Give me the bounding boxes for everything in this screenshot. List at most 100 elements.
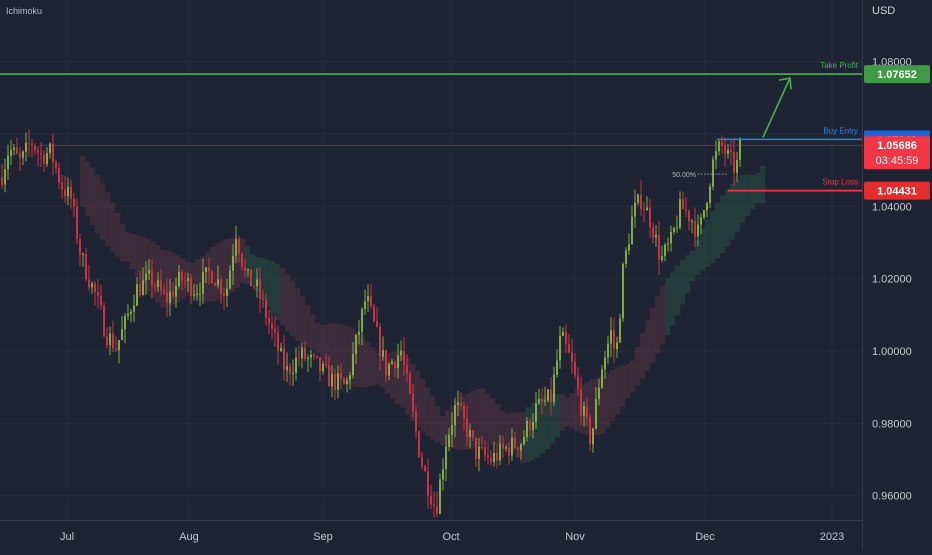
cloud-segment	[160, 249, 166, 308]
candle	[364, 301, 366, 309]
candle	[241, 253, 243, 267]
cloud-segment	[640, 333, 646, 379]
candle	[574, 361, 576, 376]
candle	[352, 353, 354, 376]
price-tick-label: 1.00000	[872, 346, 912, 358]
candle	[634, 202, 636, 217]
candle	[136, 284, 138, 306]
cloud-segment	[505, 413, 511, 446]
cloud-segment	[610, 369, 616, 422]
candle	[436, 506, 438, 514]
candle	[490, 457, 492, 463]
cloud-segment	[490, 398, 496, 445]
candle	[7, 155, 9, 170]
candle	[325, 363, 327, 366]
price-tick-label: 1.02000	[872, 274, 912, 286]
candle	[673, 228, 675, 232]
candle	[736, 160, 738, 173]
candle	[550, 389, 552, 403]
candle	[733, 152, 735, 173]
candle	[709, 186, 711, 203]
cloud-segment	[495, 404, 501, 445]
candle	[343, 378, 345, 385]
candle	[466, 418, 468, 437]
candle	[94, 283, 96, 293]
cloud-segment	[120, 223, 126, 261]
candle	[235, 239, 237, 256]
candle	[553, 374, 555, 403]
candle	[685, 208, 687, 211]
candle	[304, 347, 306, 359]
indicator-label[interactable]: Ichimoku	[6, 6, 43, 16]
cloud-segment	[370, 346, 376, 386]
cloud-segment	[685, 255, 691, 293]
candle	[100, 295, 102, 306]
fib-level-label: 50.00%	[672, 172, 696, 179]
candle	[139, 284, 141, 296]
cloud-segment	[205, 251, 211, 302]
candle	[226, 288, 228, 296]
cloud-segment	[220, 240, 226, 299]
candle	[580, 389, 582, 416]
candle	[109, 333, 111, 346]
currency-label[interactable]: USD	[872, 5, 896, 17]
cloud-segment	[420, 378, 426, 432]
take-profit-price: 1.07652	[877, 69, 917, 81]
cloud-segment	[440, 415, 446, 446]
cloud-segment	[700, 228, 706, 271]
time-tick-label: Aug	[179, 531, 199, 543]
candle	[571, 352, 573, 362]
candle	[163, 290, 165, 293]
candle	[25, 142, 27, 152]
candle	[274, 328, 276, 333]
candle	[4, 169, 6, 185]
candle	[58, 167, 60, 183]
candle	[439, 479, 441, 514]
candle	[418, 431, 420, 457]
cloud-segment	[740, 175, 746, 223]
cloud-segment	[115, 212, 121, 257]
cloud-segment	[725, 189, 731, 247]
candle	[445, 446, 447, 470]
arrow-shaft	[762, 77, 791, 138]
candle	[658, 234, 660, 261]
cloud-segment	[150, 241, 156, 298]
candle	[289, 366, 291, 375]
candle	[604, 357, 606, 370]
candle	[184, 280, 186, 282]
cloud-segment	[340, 324, 346, 382]
candle	[496, 452, 498, 461]
candle	[562, 331, 564, 336]
cloud-segment	[670, 271, 676, 326]
candle	[91, 283, 93, 288]
cloud-segment	[405, 357, 411, 416]
cloud-segment	[105, 192, 111, 247]
candle	[67, 186, 69, 197]
cloud-segment	[445, 410, 451, 447]
cloud-segment	[590, 378, 596, 436]
candle	[712, 159, 714, 187]
candle	[1, 177, 3, 185]
candle	[412, 393, 414, 412]
candle	[379, 326, 381, 357]
cloud-segment	[455, 400, 461, 450]
cloud-segment	[625, 364, 631, 399]
candle	[340, 373, 342, 379]
candle	[358, 331, 360, 335]
current-price: 1.05686	[877, 140, 917, 152]
candle	[370, 295, 372, 306]
candle	[613, 330, 615, 349]
candle	[559, 335, 561, 361]
candle	[154, 285, 156, 287]
candle	[298, 357, 300, 359]
cloud-segment	[80, 155, 86, 207]
cloud-segment	[90, 167, 96, 225]
cloud-segment	[655, 296, 661, 354]
candle	[472, 430, 474, 438]
candle	[133, 305, 135, 312]
cloud-segment	[745, 174, 751, 217]
cloud-segment	[130, 233, 136, 270]
candle	[391, 362, 393, 365]
